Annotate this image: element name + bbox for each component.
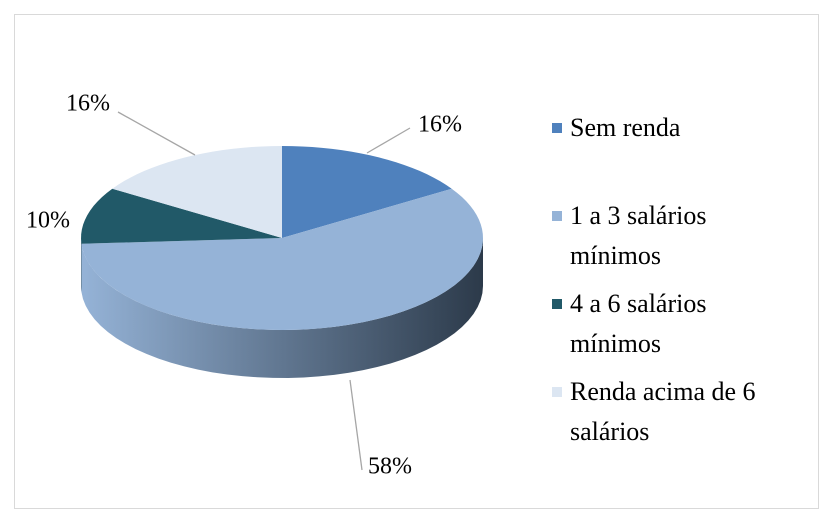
legend-swatch bbox=[552, 299, 562, 309]
leader-line bbox=[117, 111, 196, 156]
data-label: 58% bbox=[368, 454, 412, 480]
slice-side bbox=[81, 238, 483, 378]
legend-item: 1 a 3 salários mínimos bbox=[552, 196, 792, 276]
leader-line bbox=[366, 127, 411, 154]
slice bbox=[112, 146, 282, 238]
legend-item: Renda acima de 6 salários bbox=[552, 372, 792, 452]
legend-label: 4 a 6 salários mínimos bbox=[570, 289, 707, 358]
legend-swatch bbox=[552, 211, 562, 221]
legend-item: Sem renda bbox=[552, 108, 792, 148]
slice bbox=[282, 146, 452, 238]
legend-label: Renda acima de 6 salários bbox=[570, 377, 756, 446]
data-label: 16% bbox=[418, 112, 462, 138]
chart-frame bbox=[14, 14, 819, 509]
data-label: 10% bbox=[26, 208, 70, 234]
slice bbox=[81, 188, 483, 330]
data-label: 16% bbox=[66, 91, 110, 117]
slice bbox=[81, 188, 283, 244]
leader-line bbox=[349, 379, 363, 471]
legend-swatch bbox=[552, 387, 562, 397]
legend-item: 4 a 6 salários mínimos bbox=[552, 284, 792, 364]
legend: Sem renda 1 a 3 salários mínimos 4 a 6 sal… bbox=[552, 108, 792, 460]
legend-label: 1 a 3 salários mínimos bbox=[570, 201, 707, 270]
legend-swatch bbox=[552, 123, 562, 133]
legend-label: Sem renda bbox=[570, 113, 681, 142]
